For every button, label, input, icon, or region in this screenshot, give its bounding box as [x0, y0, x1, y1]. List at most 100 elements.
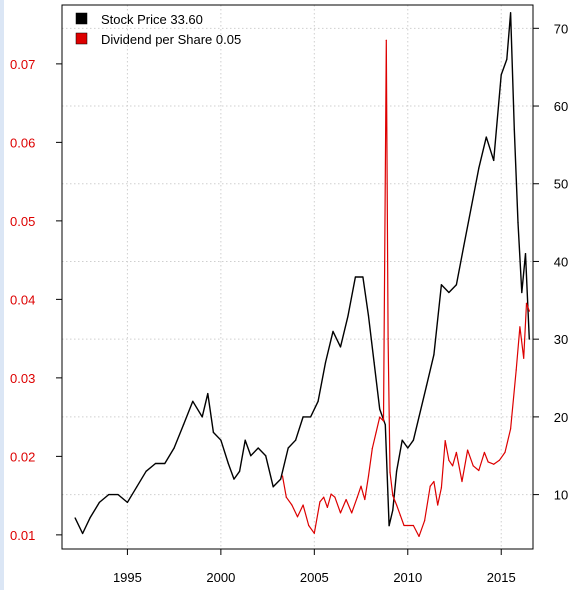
series-1-point — [395, 470, 398, 472]
series-1-point — [354, 276, 357, 278]
series-1-point — [524, 253, 527, 255]
series-1-point — [154, 462, 157, 465]
series-2-point — [319, 501, 321, 503]
series-1-point — [362, 276, 364, 278]
series-1-point — [470, 206, 472, 208]
series-2-point — [392, 495, 394, 497]
series-2-point — [448, 459, 450, 461]
x-axis: 1995 2000 2005 2010 2015 — [113, 549, 516, 585]
series-1-point — [81, 532, 84, 535]
series-2-point — [367, 475, 370, 477]
series-2-point — [351, 512, 353, 514]
series-1-point — [295, 439, 297, 441]
series-1-point — [493, 159, 495, 162]
series-1-point — [173, 447, 175, 449]
series-1-point — [485, 136, 487, 138]
series-1-point — [233, 478, 235, 480]
series-2-point — [323, 496, 325, 498]
series-1-point — [74, 517, 76, 519]
series-2-point — [437, 504, 439, 506]
legend-swatch — [75, 32, 88, 45]
series-2-point — [313, 532, 315, 534]
series-2-point — [515, 369, 517, 371]
series-1-point — [309, 416, 312, 418]
series-2-point — [472, 465, 474, 467]
y-right-tick-label: 30 — [554, 332, 568, 347]
series-layer — [74, 12, 530, 538]
series-2-point — [444, 440, 446, 442]
y-left-tick-label: 0.06 — [10, 135, 35, 150]
x-tick-label: 1995 — [113, 570, 142, 585]
series-1-point — [227, 462, 229, 465]
series-line-1 — [74, 12, 530, 535]
series-2-point — [285, 496, 287, 498]
legend-label: Dividend per Share 0.05 — [101, 32, 241, 47]
series-1-point — [272, 486, 274, 488]
series-1-point — [207, 392, 209, 395]
series-2-point — [478, 469, 480, 472]
series-1-point — [418, 416, 420, 418]
series-1-point — [433, 354, 435, 356]
series-1-point — [388, 525, 390, 527]
series-2-point — [345, 498, 347, 501]
series-1-point — [478, 167, 480, 169]
series-2-point — [523, 357, 525, 359]
y-axis-left: 0.01 0.02 0.03 0.04 0.05 0.06 0.07 — [10, 57, 62, 543]
series-2-point — [399, 514, 401, 516]
series-1-point — [440, 284, 443, 286]
series-1-point — [500, 74, 502, 76]
series-1-point — [407, 447, 409, 449]
series-2-point — [281, 475, 284, 477]
y-axis-right: 10 20 30 40 50 60 70 — [533, 21, 568, 503]
series-1-point — [257, 447, 259, 449]
series-2-point — [308, 524, 310, 527]
series-2-point — [487, 461, 489, 463]
series-1-point — [302, 416, 304, 418]
series-2-point — [429, 485, 431, 487]
series-2-point — [395, 504, 398, 506]
series-1-point — [145, 470, 147, 472]
series-2-point — [339, 512, 342, 514]
series-2-point — [375, 432, 377, 434]
series-1-point — [528, 338, 530, 340]
series-1-point — [506, 58, 508, 61]
series-1-point — [265, 455, 267, 457]
series-1-point — [425, 385, 428, 387]
series-2-point — [412, 524, 414, 527]
y-left-tick-label: 0.01 — [10, 528, 35, 543]
legend: Stock Price 33.60 Dividend per Share 0.05 — [75, 12, 241, 47]
series-line-2 — [281, 39, 530, 538]
series-2-point — [423, 520, 426, 522]
series-1-point — [448, 291, 450, 294]
series-2-point — [433, 480, 435, 483]
series-1-point — [367, 315, 370, 317]
series-1-point — [287, 447, 289, 449]
series-2-point — [382, 420, 385, 422]
series-2-point — [498, 459, 500, 461]
series-2-point — [291, 504, 293, 506]
series-1-point — [373, 361, 375, 364]
series-2-point — [330, 493, 332, 495]
series-2-point — [371, 447, 373, 450]
series-2-point — [296, 516, 299, 518]
plot-frame — [61, 4, 534, 550]
series-2-point — [356, 496, 358, 498]
series-2-point — [364, 498, 366, 501]
series-1-point — [164, 462, 166, 465]
x-tick-label: 2015 — [487, 570, 516, 585]
series-2-point — [440, 487, 443, 489]
y-right-tick-label: 20 — [554, 410, 568, 425]
series-1-point — [182, 424, 185, 426]
series-1-point — [332, 330, 334, 332]
y-left-tick-label: 0.02 — [10, 449, 35, 464]
series-2-point — [461, 480, 463, 483]
series-1-point — [463, 245, 465, 247]
series-2-point — [385, 39, 387, 41]
series-1-point — [513, 128, 515, 130]
series-1-point — [317, 400, 319, 402]
series-2-point — [452, 465, 454, 467]
series-1-point — [379, 408, 381, 410]
series-2-point — [302, 504, 304, 506]
x-tick-label: 2000 — [206, 570, 235, 585]
